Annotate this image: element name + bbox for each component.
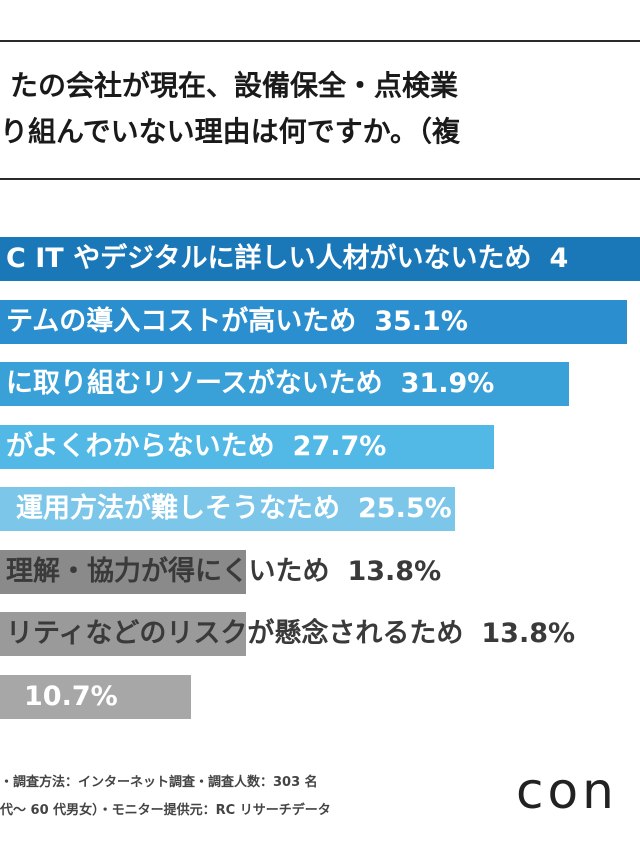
value-label: 25.5% [358, 493, 452, 524]
value-label: 31.9% [400, 368, 495, 399]
bar-row: 理解・協力が得にくいため 13.8% [0, 549, 640, 594]
bar [0, 487, 456, 531]
bar [0, 299, 627, 344]
bar [0, 362, 570, 406]
category-label: C IT やデジタルに詳しい人材がいないため [6, 243, 532, 274]
category-label: 運用方法が難しそうなため [16, 493, 340, 524]
bar-row: リティなどのリスクが懸念されるため 13.8% [0, 612, 640, 656]
bar-label: リティなどのリスクが懸念されるため 13.8% [6, 612, 575, 656]
category-label: に取り組むリソースがないため [6, 368, 383, 399]
bar-label: テムの導入コストが高いため 35.1% [6, 300, 468, 344]
bar-row: がよくわからないため 27.7% [0, 424, 640, 469]
value-label: 10.7% [24, 680, 118, 712]
bar-label: C IT やデジタルに詳しい人材がいないため 4 [6, 237, 568, 281]
bar-label: 運用方法が難しそうなため 25.5% [16, 487, 452, 531]
bar-row: に取り組むリソースがないため 31.9% [0, 362, 640, 406]
bar-row: 10.7% [0, 674, 640, 719]
bar [0, 612, 247, 656]
value-label: 35.1% [374, 305, 468, 337]
category-label: リティなどのリスクが懸念されるため [6, 618, 464, 649]
bar-row: 運用方法が難しそうなため 25.5% [0, 487, 640, 531]
title-bottom-rule [0, 178, 640, 180]
category-label: がよくわからないため [6, 430, 275, 462]
bar [0, 674, 191, 719]
footer-survey-method: ・調査方法：インターネット調査・調査人数：303 名 [0, 775, 318, 790]
value-label: 13.8% [347, 555, 442, 587]
bar-label: がよくわからないため 27.7% [6, 425, 386, 469]
chart-title-line-1: たの会社が現在、設備保全・点検業 [10, 69, 459, 102]
value-label: 27.7% [292, 430, 387, 462]
brand-logo: con [516, 762, 618, 820]
top-rule [0, 40, 640, 42]
bar-label: 10.7% [24, 675, 118, 719]
value-label: 4 [549, 243, 569, 274]
value-label: 13.8% [481, 618, 576, 649]
chart-title-line-2: り組んでいない理由は何ですか。（複 [0, 115, 461, 148]
bar-row: C IT やデジタルに詳しい人材がいないため 4 [0, 237, 640, 281]
bar-row: テムの導入コストが高いため 35.1% [0, 299, 640, 344]
category-label: 理解・協力が得にくいため [6, 555, 330, 587]
bar [0, 549, 247, 594]
footer-monitor-source: 代〜 60 代男女）・モニター提供元：RC リサーチデータ [0, 803, 331, 818]
bar [0, 237, 640, 281]
bar-label: 理解・協力が得にくいため 13.8% [6, 550, 441, 594]
category-label: テムの導入コストが高いため [6, 305, 357, 337]
bar [0, 424, 495, 469]
bar-label: に取り組むリソースがないため 31.9% [6, 362, 494, 406]
